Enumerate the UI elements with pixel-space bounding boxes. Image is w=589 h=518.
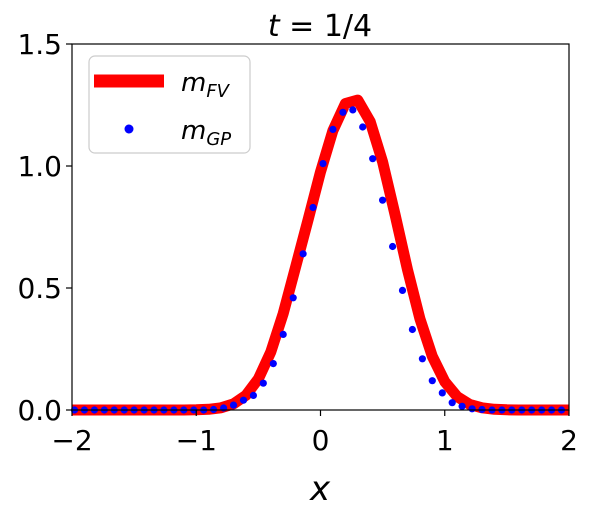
data-point-gp: [279, 330, 287, 338]
data-point-gp: [269, 360, 277, 368]
x-tick-label: −1: [176, 424, 217, 457]
data-point-gp: [408, 325, 416, 334]
chart-title: t = 1/4: [268, 9, 372, 44]
y-tick-label: 1.5: [17, 28, 62, 61]
data-point-gp: [299, 250, 307, 258]
data-point-gp: [249, 391, 257, 399]
data-point-gp: [438, 389, 446, 397]
data-point-gp: [239, 396, 248, 404]
x-tick-label: 0: [312, 424, 330, 457]
chart-title-variable: t: [268, 9, 281, 44]
x-tick-label: 2: [560, 424, 578, 457]
data-point-gp: [349, 106, 357, 114]
data-point-gp: [428, 377, 436, 385]
data-point-gp: [319, 160, 327, 168]
legend-label-gp: mGP: [181, 116, 231, 150]
legend-label-fv: mFV: [181, 68, 231, 102]
chart-title-value: = 1/4: [280, 9, 373, 44]
y-tick-label: 0.0: [17, 394, 62, 427]
data-point-gp: [448, 399, 456, 407]
x-tick-label: 1: [436, 424, 454, 457]
x-tick-label: −2: [51, 424, 92, 457]
data-point-gp: [229, 401, 238, 409]
data-point-gp: [398, 286, 407, 294]
data-point-gp: [259, 379, 267, 387]
y-tick-label: 0.5: [17, 272, 62, 305]
legend-swatch-gp: [124, 124, 134, 134]
data-point-gp: [289, 294, 297, 302]
data-point-gp: [359, 123, 367, 131]
data-point-gp: [339, 108, 347, 116]
data-point-gp: [369, 155, 377, 163]
data-point-gp: [389, 242, 397, 251]
ticks: −2 −1 0 1 2 0.0 0.5 1.0 1.5: [17, 28, 577, 457]
y-tick-label: 1.0: [17, 150, 62, 183]
x-axis-label: x: [309, 469, 331, 509]
data-point-gp: [468, 405, 476, 413]
data-point-gp: [458, 402, 466, 410]
data-point-gp: [379, 196, 387, 204]
data-point-gp: [309, 203, 317, 212]
legend: mFV mGP: [88, 55, 251, 154]
data-point-gp: [418, 355, 426, 363]
data-point-gp: [329, 125, 337, 133]
